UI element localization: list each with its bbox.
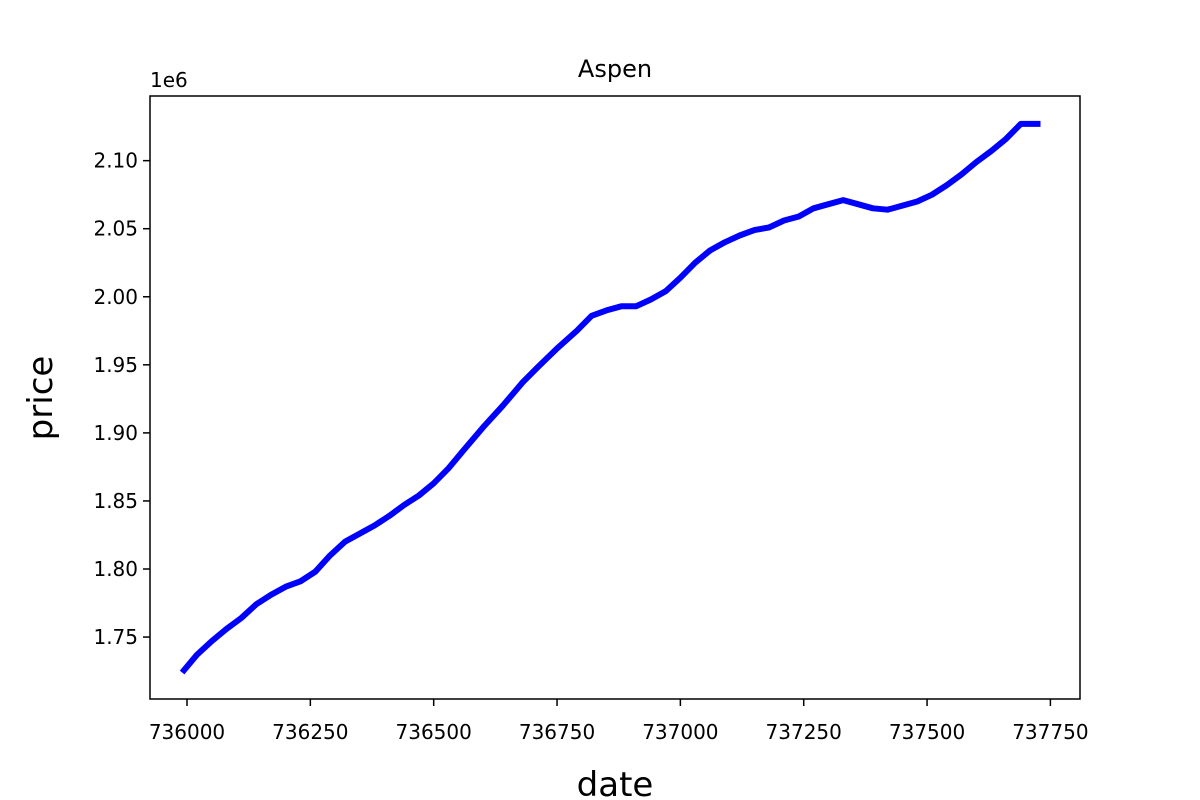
y-tick-label: 1.80 — [93, 557, 138, 581]
y-axis-label: price — [21, 356, 61, 441]
data-series — [179, 120, 1041, 675]
y-tick-label: 2.05 — [93, 217, 138, 241]
x-tick-label: 736250 — [272, 720, 348, 744]
x-tick-label: 737500 — [889, 720, 965, 744]
x-tick-label: 736000 — [149, 720, 225, 744]
y-tick-label: 2.10 — [93, 149, 138, 173]
y-tick-label: 1.95 — [93, 353, 138, 377]
x-tick-label: 737000 — [642, 720, 718, 744]
y-axis-offset-label: 1e6 — [150, 68, 188, 92]
y-tick-label: 2.00 — [93, 285, 138, 309]
axis-ticks: 736000 736250 736500 736750 737000 737250 7375… — [93, 149, 1088, 744]
y-tick-label: 1.75 — [93, 625, 138, 649]
x-tick-label: 737250 — [766, 720, 842, 744]
x-tick-label: 737750 — [1012, 720, 1088, 744]
x-axis-label: date — [577, 765, 654, 800]
plot-area-frame — [149, 95, 1081, 700]
price-series-line — [179, 120, 1041, 675]
y-tick-label: 1.85 — [93, 489, 138, 513]
chart-title: Aspen — [578, 55, 652, 83]
y-tick-label: 1.90 — [93, 421, 138, 445]
x-tick-label: 736750 — [519, 720, 595, 744]
x-tick-label: 736500 — [396, 720, 472, 744]
